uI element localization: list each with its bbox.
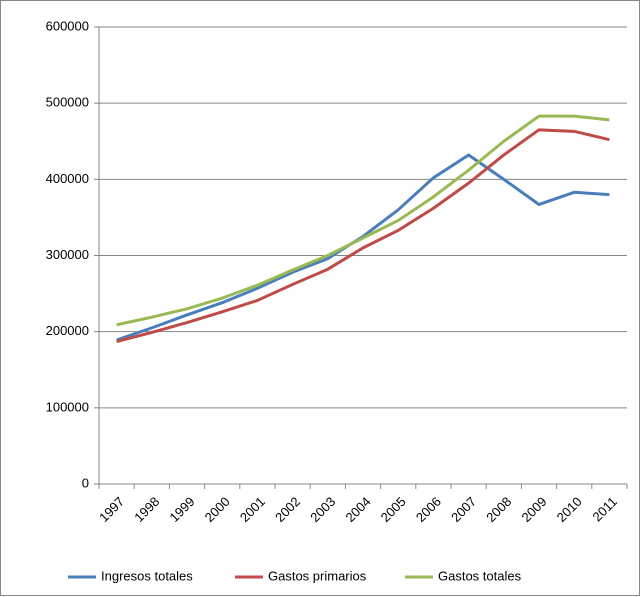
- legend-label: Ingresos totales: [101, 568, 193, 583]
- y-tick-label: 600000: [46, 18, 89, 33]
- y-tick-label: 500000: [46, 95, 89, 110]
- y-tick-label: 200000: [46, 323, 89, 338]
- y-tick-label: 100000: [46, 399, 89, 414]
- series-line: [116, 128, 610, 344]
- legend-label: Gastos totales: [438, 568, 522, 583]
- y-tick-label: 0: [82, 475, 89, 490]
- legend-label: Gastos primarios: [268, 568, 367, 583]
- series-line: [116, 114, 610, 327]
- y-tick-label: 400000: [46, 171, 89, 186]
- y-tick-label: 300000: [46, 247, 89, 262]
